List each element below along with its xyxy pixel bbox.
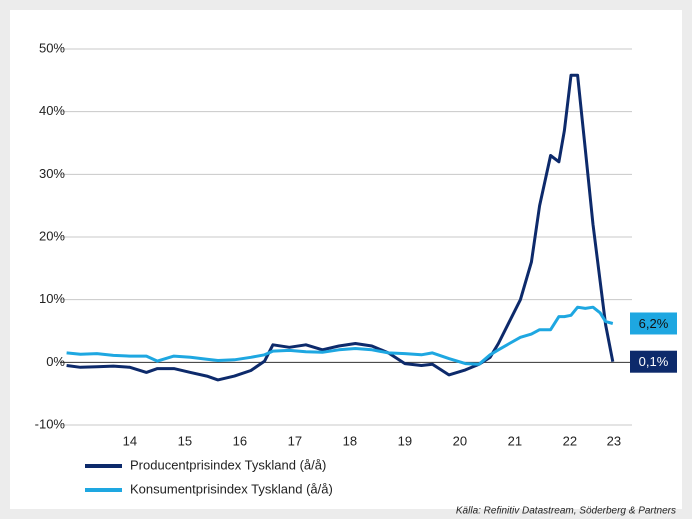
value-label: 6,2% (639, 316, 669, 331)
series-line (66, 73, 615, 382)
y-tick-label: 0% (46, 354, 65, 369)
y-tick-label: 40% (39, 103, 65, 118)
y-tick-label: 10% (39, 291, 65, 306)
x-tick-label: 20 (453, 433, 467, 448)
source: Källa: Refinitiv Datastream, Söderberg &… (456, 506, 676, 517)
value-label: 0,1% (639, 354, 669, 369)
x-tick-label: 23 (607, 433, 621, 448)
x-tick-label: 19 (398, 433, 412, 448)
series-line (66, 305, 614, 366)
x-tick-label: 21 (508, 433, 522, 448)
value-label-box (630, 350, 677, 373)
legend-label: Konsumentprisindex Tyskland (å/å) (130, 481, 333, 496)
y-tick-label: 20% (39, 228, 65, 243)
legend-label: Producentprisindex Tyskland (å/å) (130, 457, 326, 472)
y-tick-label: 50% (39, 40, 65, 55)
x-tick-label: 18 (343, 433, 357, 448)
y-tick-label: 30% (39, 166, 65, 181)
x-tick-label: 22 (563, 433, 577, 448)
value-label-box (630, 312, 677, 335)
x-tick-label: 16 (233, 433, 247, 448)
x-tick-label: 15 (178, 433, 192, 448)
y-tick-label: -10% (35, 416, 66, 431)
x-tick-label: 17 (288, 433, 302, 448)
x-tick-label: 14 (123, 433, 137, 448)
